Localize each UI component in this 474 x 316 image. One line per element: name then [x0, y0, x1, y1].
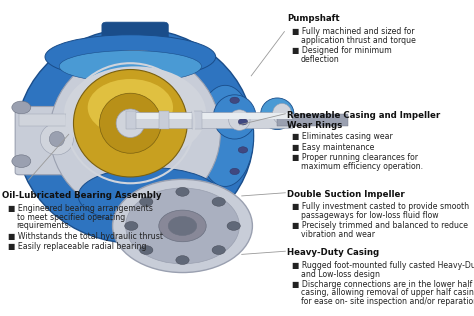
Ellipse shape [100, 93, 161, 153]
Circle shape [238, 147, 248, 153]
Circle shape [230, 97, 239, 103]
FancyBboxPatch shape [102, 22, 168, 51]
Ellipse shape [126, 188, 239, 264]
Text: to meet specified operating: to meet specified operating [17, 213, 125, 222]
Ellipse shape [50, 51, 220, 215]
Bar [19, 114, 66, 126]
Text: ■ Fully investment casted to provide smooth: ■ Fully investment casted to provide smo… [292, 202, 470, 211]
Bar [192, 111, 202, 129]
Text: ■ Proper running clearances for: ■ Proper running clearances for [292, 153, 419, 162]
Text: for ease on- site inspection and/or reparation: for ease on- site inspection and/or repa… [301, 297, 474, 306]
Ellipse shape [17, 28, 254, 243]
Text: ■ Eliminates casing wear: ■ Eliminates casing wear [292, 132, 393, 141]
Ellipse shape [12, 155, 31, 167]
FancyBboxPatch shape [15, 106, 77, 175]
Text: casing, allowing removal of upper half casing: casing, allowing removal of upper half c… [301, 289, 474, 297]
Circle shape [227, 222, 240, 230]
Text: Oil-Lubricated Bearing Assembly: Oil-Lubricated Bearing Assembly [2, 191, 162, 200]
Circle shape [238, 119, 248, 125]
Ellipse shape [64, 66, 206, 161]
Ellipse shape [273, 103, 292, 124]
Bar [126, 112, 292, 128]
Ellipse shape [40, 123, 73, 155]
Circle shape [176, 256, 189, 264]
Bar [277, 114, 348, 126]
Ellipse shape [261, 98, 294, 130]
Ellipse shape [78, 167, 220, 224]
Circle shape [176, 187, 189, 196]
Ellipse shape [197, 85, 254, 186]
Ellipse shape [159, 210, 206, 242]
Text: Heavy-Duty Casing: Heavy-Duty Casing [287, 248, 379, 257]
Ellipse shape [88, 79, 173, 136]
Text: ■ Withstands the total hydraulic thrust: ■ Withstands the total hydraulic thrust [8, 232, 163, 240]
Text: Pumpshaft: Pumpshaft [287, 14, 339, 23]
Ellipse shape [73, 70, 187, 177]
Ellipse shape [49, 131, 64, 147]
Text: ■ Engineered bearing arrangements: ■ Engineered bearing arrangements [8, 204, 153, 213]
Text: ■ Easy maintenance: ■ Easy maintenance [292, 143, 375, 152]
Ellipse shape [168, 216, 197, 235]
Ellipse shape [12, 101, 31, 114]
Circle shape [140, 198, 153, 206]
Text: ■ Rugged foot-mounted fully casted Heavy-Duty: ■ Rugged foot-mounted fully casted Heavy… [292, 261, 474, 270]
Text: vibration and wear: vibration and wear [301, 230, 375, 239]
Ellipse shape [213, 95, 256, 139]
Circle shape [125, 222, 138, 230]
Text: ■ Designed for minimum: ■ Designed for minimum [292, 46, 392, 55]
Text: ■ Discharge connections are in the lower half: ■ Discharge connections are in the lower… [292, 280, 473, 289]
Text: application thrust and torque: application thrust and torque [301, 36, 416, 45]
Text: requirements.: requirements. [17, 221, 72, 230]
Text: maximum efficiency operation.: maximum efficiency operation. [301, 161, 423, 171]
Text: and Low-loss design: and Low-loss design [301, 270, 380, 278]
Text: Renewable Casing and Impeller
Wear Rings: Renewable Casing and Impeller Wear Rings [287, 111, 440, 130]
Text: deflection: deflection [301, 55, 340, 64]
Bar [126, 111, 136, 129]
Ellipse shape [116, 109, 145, 137]
Text: ■ Fully machined and sized for: ■ Fully machined and sized for [292, 27, 415, 36]
Bar [126, 113, 292, 118]
Text: ■ Precisely trimmed and balanced to reduce: ■ Precisely trimmed and balanced to redu… [292, 221, 468, 230]
Ellipse shape [59, 51, 201, 82]
Circle shape [230, 168, 239, 175]
Ellipse shape [45, 35, 216, 79]
Circle shape [212, 246, 225, 254]
Text: ■ Easily replaceable radial bearing: ■ Easily replaceable radial bearing [8, 242, 146, 251]
Ellipse shape [228, 110, 250, 131]
Bar [159, 111, 169, 129]
Text: Double Suction Impeller: Double Suction Impeller [287, 190, 404, 198]
Text: passageways for low-loss fluid flow: passageways for low-loss fluid flow [301, 211, 438, 220]
Circle shape [212, 198, 225, 206]
Ellipse shape [113, 179, 252, 272]
Circle shape [140, 246, 153, 254]
